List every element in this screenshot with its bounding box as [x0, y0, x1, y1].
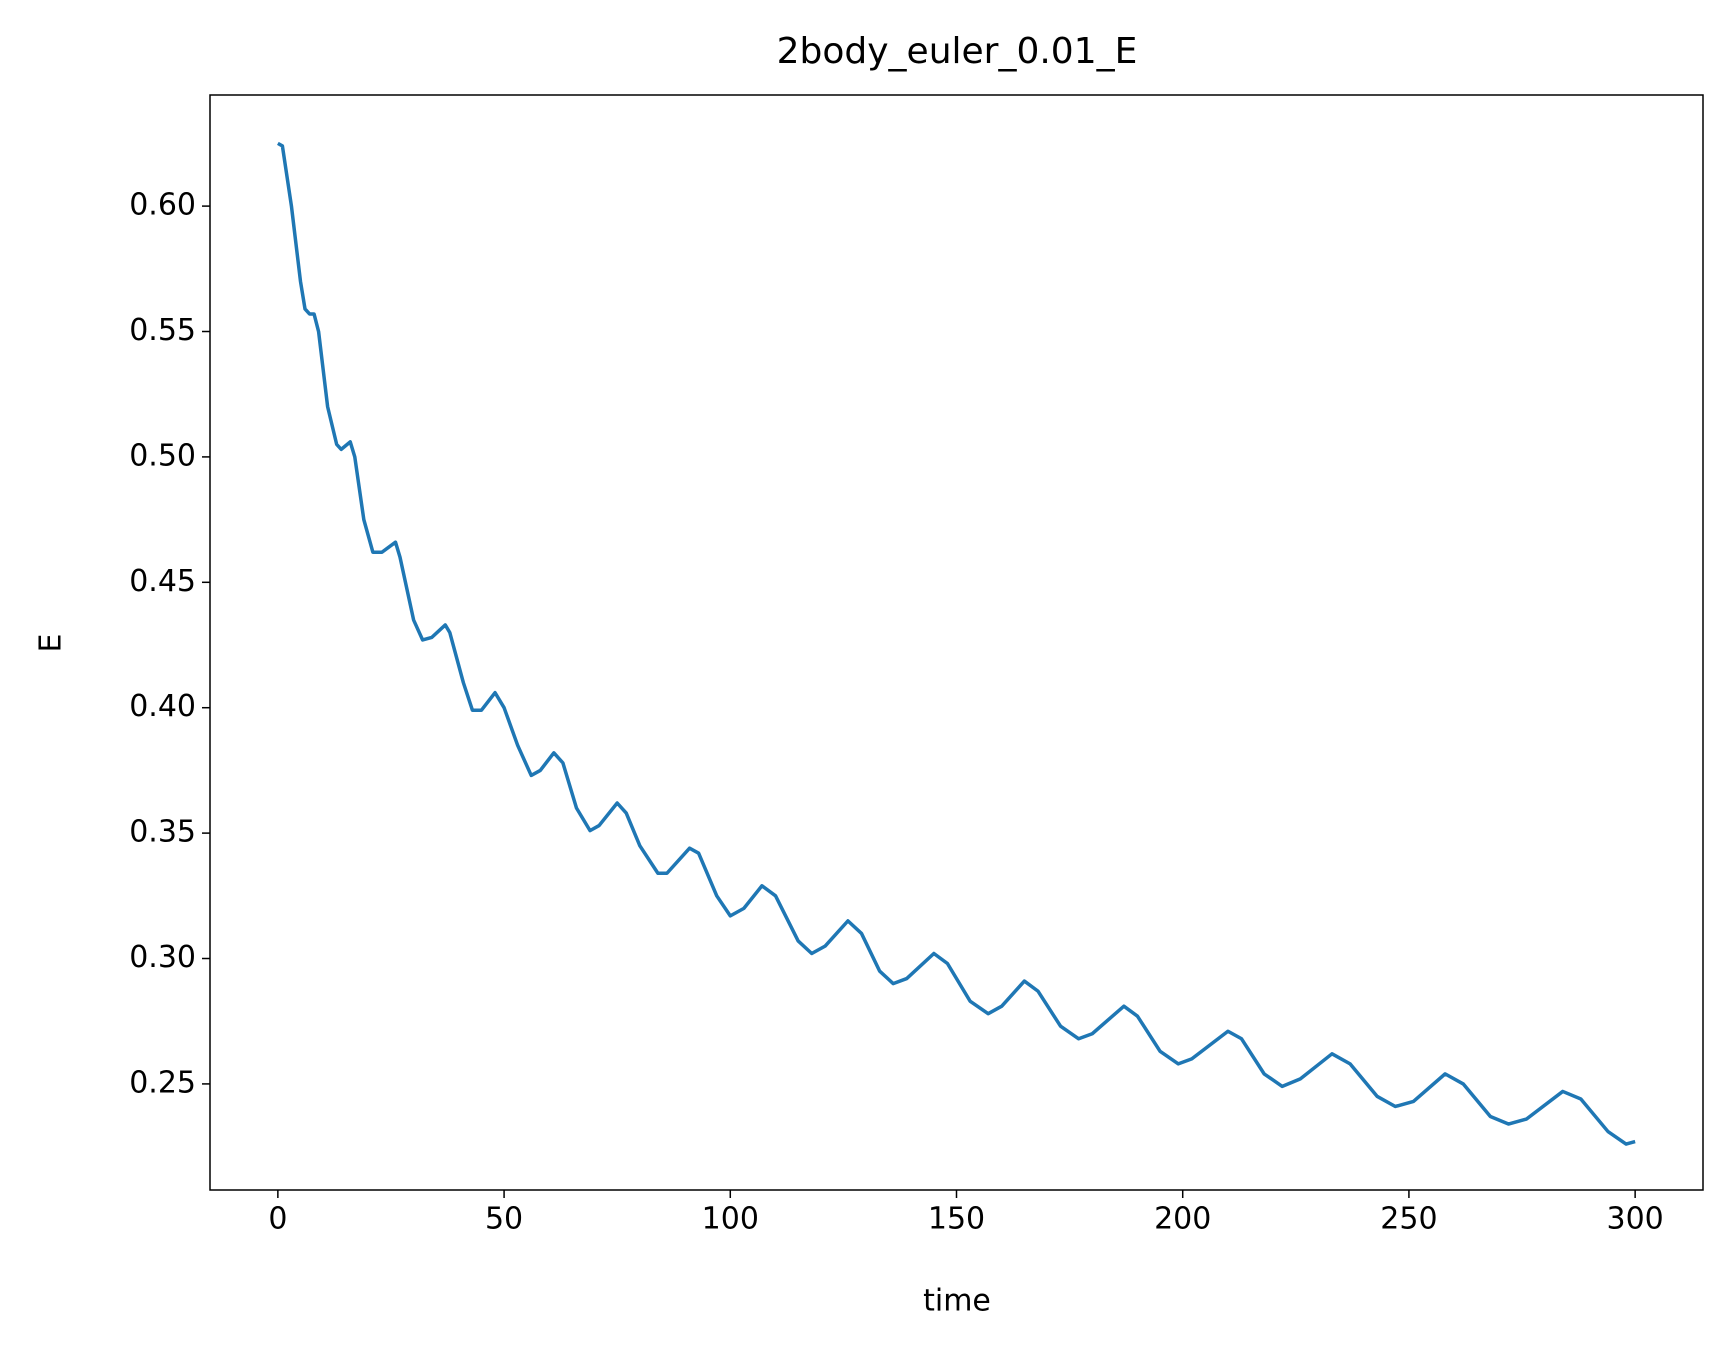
x-tick-label: 100 — [702, 1202, 759, 1237]
plot-frame — [209, 94, 1704, 1191]
y-tick-label: 0.60 — [129, 188, 196, 223]
y-tick-label: 0.50 — [129, 438, 196, 473]
y-tick-label: 0.35 — [129, 815, 196, 850]
y-axis-label: E — [34, 634, 69, 653]
data-line — [277, 141, 1636, 1146]
x-tick-label: 300 — [1607, 1202, 1664, 1237]
x-tick-label: 200 — [1154, 1202, 1211, 1237]
x-tick-label: 250 — [1380, 1202, 1437, 1237]
x-tick-label: 0 — [268, 1202, 287, 1237]
y-tick-label: 0.45 — [129, 564, 196, 599]
x-axis-label: time — [923, 1284, 991, 1319]
y-tick-label: 0.25 — [129, 1065, 196, 1100]
chart-title: 2body_euler_0.01_E — [777, 31, 1138, 72]
y-tick-label: 0.30 — [129, 940, 196, 975]
y-tick-label: 0.40 — [129, 689, 196, 724]
y-tick-label: 0.55 — [129, 313, 196, 348]
x-tick-label: 150 — [928, 1202, 985, 1237]
x-tick-label: 50 — [485, 1202, 523, 1237]
